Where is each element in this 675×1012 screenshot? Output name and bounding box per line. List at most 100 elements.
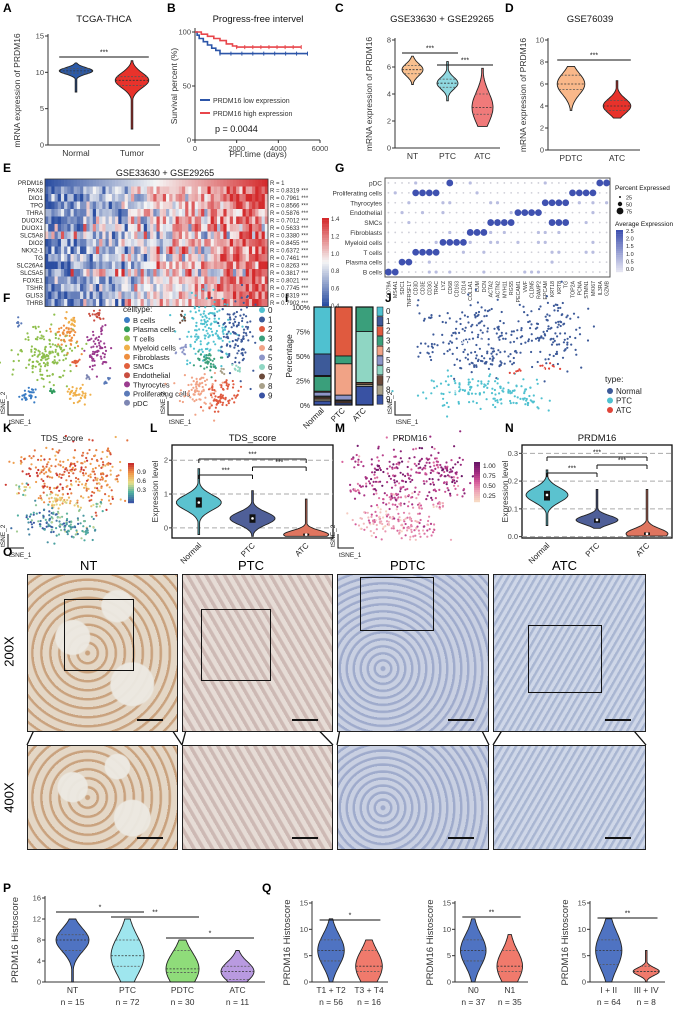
heatmap-cell xyxy=(201,291,205,299)
heatmap-cell xyxy=(239,269,243,277)
tsne-expression-point xyxy=(353,466,356,469)
heatmap-cell xyxy=(51,231,55,239)
tsne-cell-point xyxy=(60,343,63,346)
tsne-cell-point xyxy=(62,332,65,335)
legend-label: pDC xyxy=(133,399,149,408)
heatmap-cell xyxy=(156,276,160,284)
x-tick-label: Tumor xyxy=(120,148,144,158)
tsne-type-point xyxy=(433,386,436,389)
heatmap-row-label: PAX8 xyxy=(28,187,44,194)
tsne-cell-point xyxy=(31,354,34,358)
tsne-type-point xyxy=(509,341,512,344)
heatmap-cell xyxy=(127,276,132,284)
heatmap-cell xyxy=(264,231,269,239)
tsne-cell-point xyxy=(90,337,93,340)
expression-dot xyxy=(489,191,492,194)
heatmap-cell xyxy=(239,194,243,202)
heatmap-cell xyxy=(169,209,173,217)
expression-dot xyxy=(442,251,444,254)
tsne-score-point xyxy=(111,465,114,468)
heatmap-cell xyxy=(264,216,269,224)
y-axis-label: Expression level xyxy=(500,460,510,522)
tsne-type-point xyxy=(490,392,494,395)
heatmap-cell xyxy=(124,246,129,254)
tsne-score-point xyxy=(40,478,43,481)
tsne-expression-point xyxy=(449,492,452,495)
tsne-score-point xyxy=(87,474,90,477)
tsne-cell-point xyxy=(74,391,77,394)
correlation-label: R = 0.8319 *** xyxy=(270,293,309,299)
tsne-cell-point xyxy=(20,350,23,353)
heatmap-cell xyxy=(210,209,215,217)
expression-dot xyxy=(517,261,519,264)
tsne-type-point xyxy=(416,394,420,397)
tsne-type-point xyxy=(524,403,527,406)
colorbar-segment xyxy=(128,481,134,484)
tsne-type-point xyxy=(537,407,540,410)
tsne-type-point xyxy=(473,365,476,368)
tsne-cluster-point xyxy=(227,400,230,403)
heatmap-cell xyxy=(226,254,231,262)
tsne-expression-point xyxy=(377,464,381,468)
heatmap-cell xyxy=(80,269,84,277)
tsne-type-point xyxy=(557,320,560,323)
heatmap-cell xyxy=(159,269,164,277)
tsne-cluster-point xyxy=(220,367,223,370)
tsne-cluster-point xyxy=(238,334,241,337)
tsne-expression-point xyxy=(381,484,384,487)
tsne-score-point xyxy=(66,533,69,536)
tsne-expression-point xyxy=(367,516,370,519)
tsne-cell-point xyxy=(12,368,15,371)
tsne-cluster-point xyxy=(203,355,206,358)
expression-dot xyxy=(598,261,601,264)
tsne-score-point xyxy=(28,486,31,489)
tsne-cell-point xyxy=(99,345,102,349)
tsne-expression-point xyxy=(399,490,402,493)
tsne-cluster-point xyxy=(164,382,167,385)
tsne-expression-point xyxy=(363,511,366,514)
tsne-type-point xyxy=(436,344,439,347)
heatmap-cell xyxy=(194,179,199,187)
expression-dot xyxy=(387,231,390,234)
heatmap-cell xyxy=(223,246,227,254)
expression-dot xyxy=(510,191,513,194)
tsne-score-point xyxy=(56,516,59,519)
heatmap-cell xyxy=(121,201,125,209)
heatmap-cell xyxy=(57,186,62,194)
tsne-score-point xyxy=(75,502,78,505)
heatmap-cell xyxy=(185,276,189,284)
heatmap-cell xyxy=(236,224,240,232)
tsne-expression-point xyxy=(407,474,410,477)
heatmap-cell xyxy=(76,291,81,299)
tsne-expression-point xyxy=(439,475,442,478)
tsne-type-point xyxy=(468,388,472,391)
heatmap-cell xyxy=(162,284,167,292)
heatmap-cell xyxy=(248,291,253,299)
tsne-score-point xyxy=(75,529,78,532)
tsne-score-point xyxy=(119,498,122,501)
heatmap-cell xyxy=(220,284,224,292)
tsne-expression-point xyxy=(453,484,456,487)
heatmap-cell xyxy=(229,231,234,239)
heatmap-cell xyxy=(185,216,189,224)
expression-dot xyxy=(428,201,431,204)
heatmap-cell xyxy=(83,246,87,254)
heatmap-cell xyxy=(140,186,145,194)
tsne-type-point xyxy=(557,306,560,310)
tsne-cell-point xyxy=(76,345,80,348)
expression-dot xyxy=(537,251,540,254)
x-tick-label: PTC xyxy=(584,541,602,559)
heatmap-cell xyxy=(197,261,202,269)
tsne-cluster-point xyxy=(189,345,192,348)
expression-dot xyxy=(482,182,485,184)
tsne-score-point xyxy=(81,483,84,486)
heatmap-cell xyxy=(73,179,78,187)
heatmap-cell xyxy=(137,276,141,284)
heatmap-cell xyxy=(194,224,199,232)
p-value-label: p = 0.0044 xyxy=(215,124,258,134)
expression-dot xyxy=(468,181,472,185)
expression-dot xyxy=(551,271,553,273)
tsne-cluster-point xyxy=(226,385,230,388)
tsne-score-point xyxy=(105,508,108,511)
tsne-type-point xyxy=(551,364,554,367)
